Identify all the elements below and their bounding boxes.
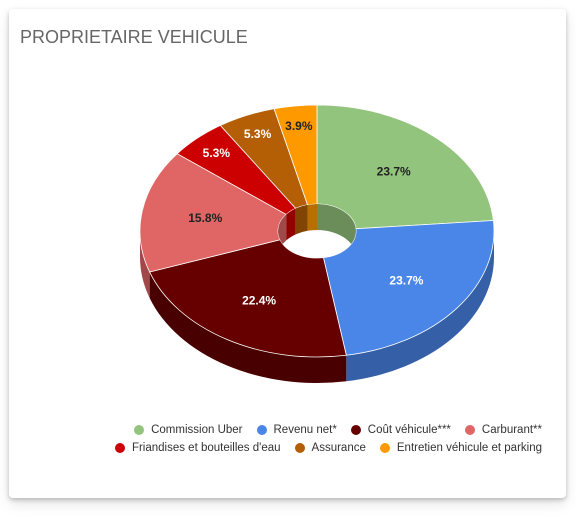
legend-item[interactable]: Assurance bbox=[294, 442, 366, 454]
slice-label-0: 23.7% bbox=[377, 165, 411, 179]
legend-swatch bbox=[134, 425, 145, 435]
legend-item[interactable]: Coût véhicule*** bbox=[350, 424, 451, 436]
legend-swatch bbox=[114, 443, 125, 453]
legend-swatch bbox=[294, 443, 305, 453]
slice-label-1: 23.7% bbox=[389, 273, 423, 287]
legend-label: Commission Uber bbox=[151, 424, 243, 436]
legend-item[interactable]: Revenu net* bbox=[256, 424, 337, 436]
slice-inner-wall-0 bbox=[317, 204, 356, 255]
legend-label: Entretien véhicule et parking bbox=[396, 442, 542, 454]
slice-side-1 bbox=[346, 231, 494, 382]
legend-label: Assurance bbox=[311, 442, 366, 454]
slice-inner-wall-5 bbox=[295, 204, 308, 235]
slice-side-3 bbox=[140, 231, 150, 298]
legend-item[interactable]: Commission Uber bbox=[134, 424, 243, 436]
chart-title: PROPRIETAIRE VEHICULE bbox=[20, 27, 248, 47]
chart-legend: Commission Uber Revenu net* Coût véhicule*… bbox=[60, 421, 542, 457]
legend-swatch bbox=[256, 425, 267, 435]
slice-label-5: 5.3% bbox=[244, 127, 272, 141]
legend-swatch bbox=[350, 425, 361, 435]
legend-item[interactable]: Entretien véhicule et parking bbox=[379, 442, 542, 454]
legend-row: Friandises et bouteilles d'eau Assurance E… bbox=[60, 439, 542, 457]
slice-label-4: 5.3% bbox=[203, 146, 231, 160]
legend-item[interactable]: Carburant** bbox=[464, 424, 542, 436]
legend-label: Coût véhicule*** bbox=[367, 424, 451, 436]
slice-label-3: 15.8% bbox=[188, 211, 222, 225]
legend-swatch bbox=[379, 443, 390, 453]
slice-side-2 bbox=[149, 271, 347, 383]
legend-label: Carburant** bbox=[481, 424, 542, 436]
legend-item[interactable]: Friandises et bouteilles d'eau bbox=[114, 442, 281, 454]
legend-swatch bbox=[464, 425, 475, 435]
legend-label: Revenu net* bbox=[273, 424, 337, 436]
slice-inner-wall-4 bbox=[286, 208, 296, 241]
slice-label-6: 3.9% bbox=[285, 119, 313, 133]
legend-label: Friandises et bouteilles d'eau bbox=[131, 442, 281, 454]
slice-label-2: 22.4% bbox=[242, 293, 276, 307]
legend-row: Commission Uber Revenu net* Coût véhicule*… bbox=[60, 421, 542, 439]
slice-inner-wall-6 bbox=[307, 204, 317, 231]
